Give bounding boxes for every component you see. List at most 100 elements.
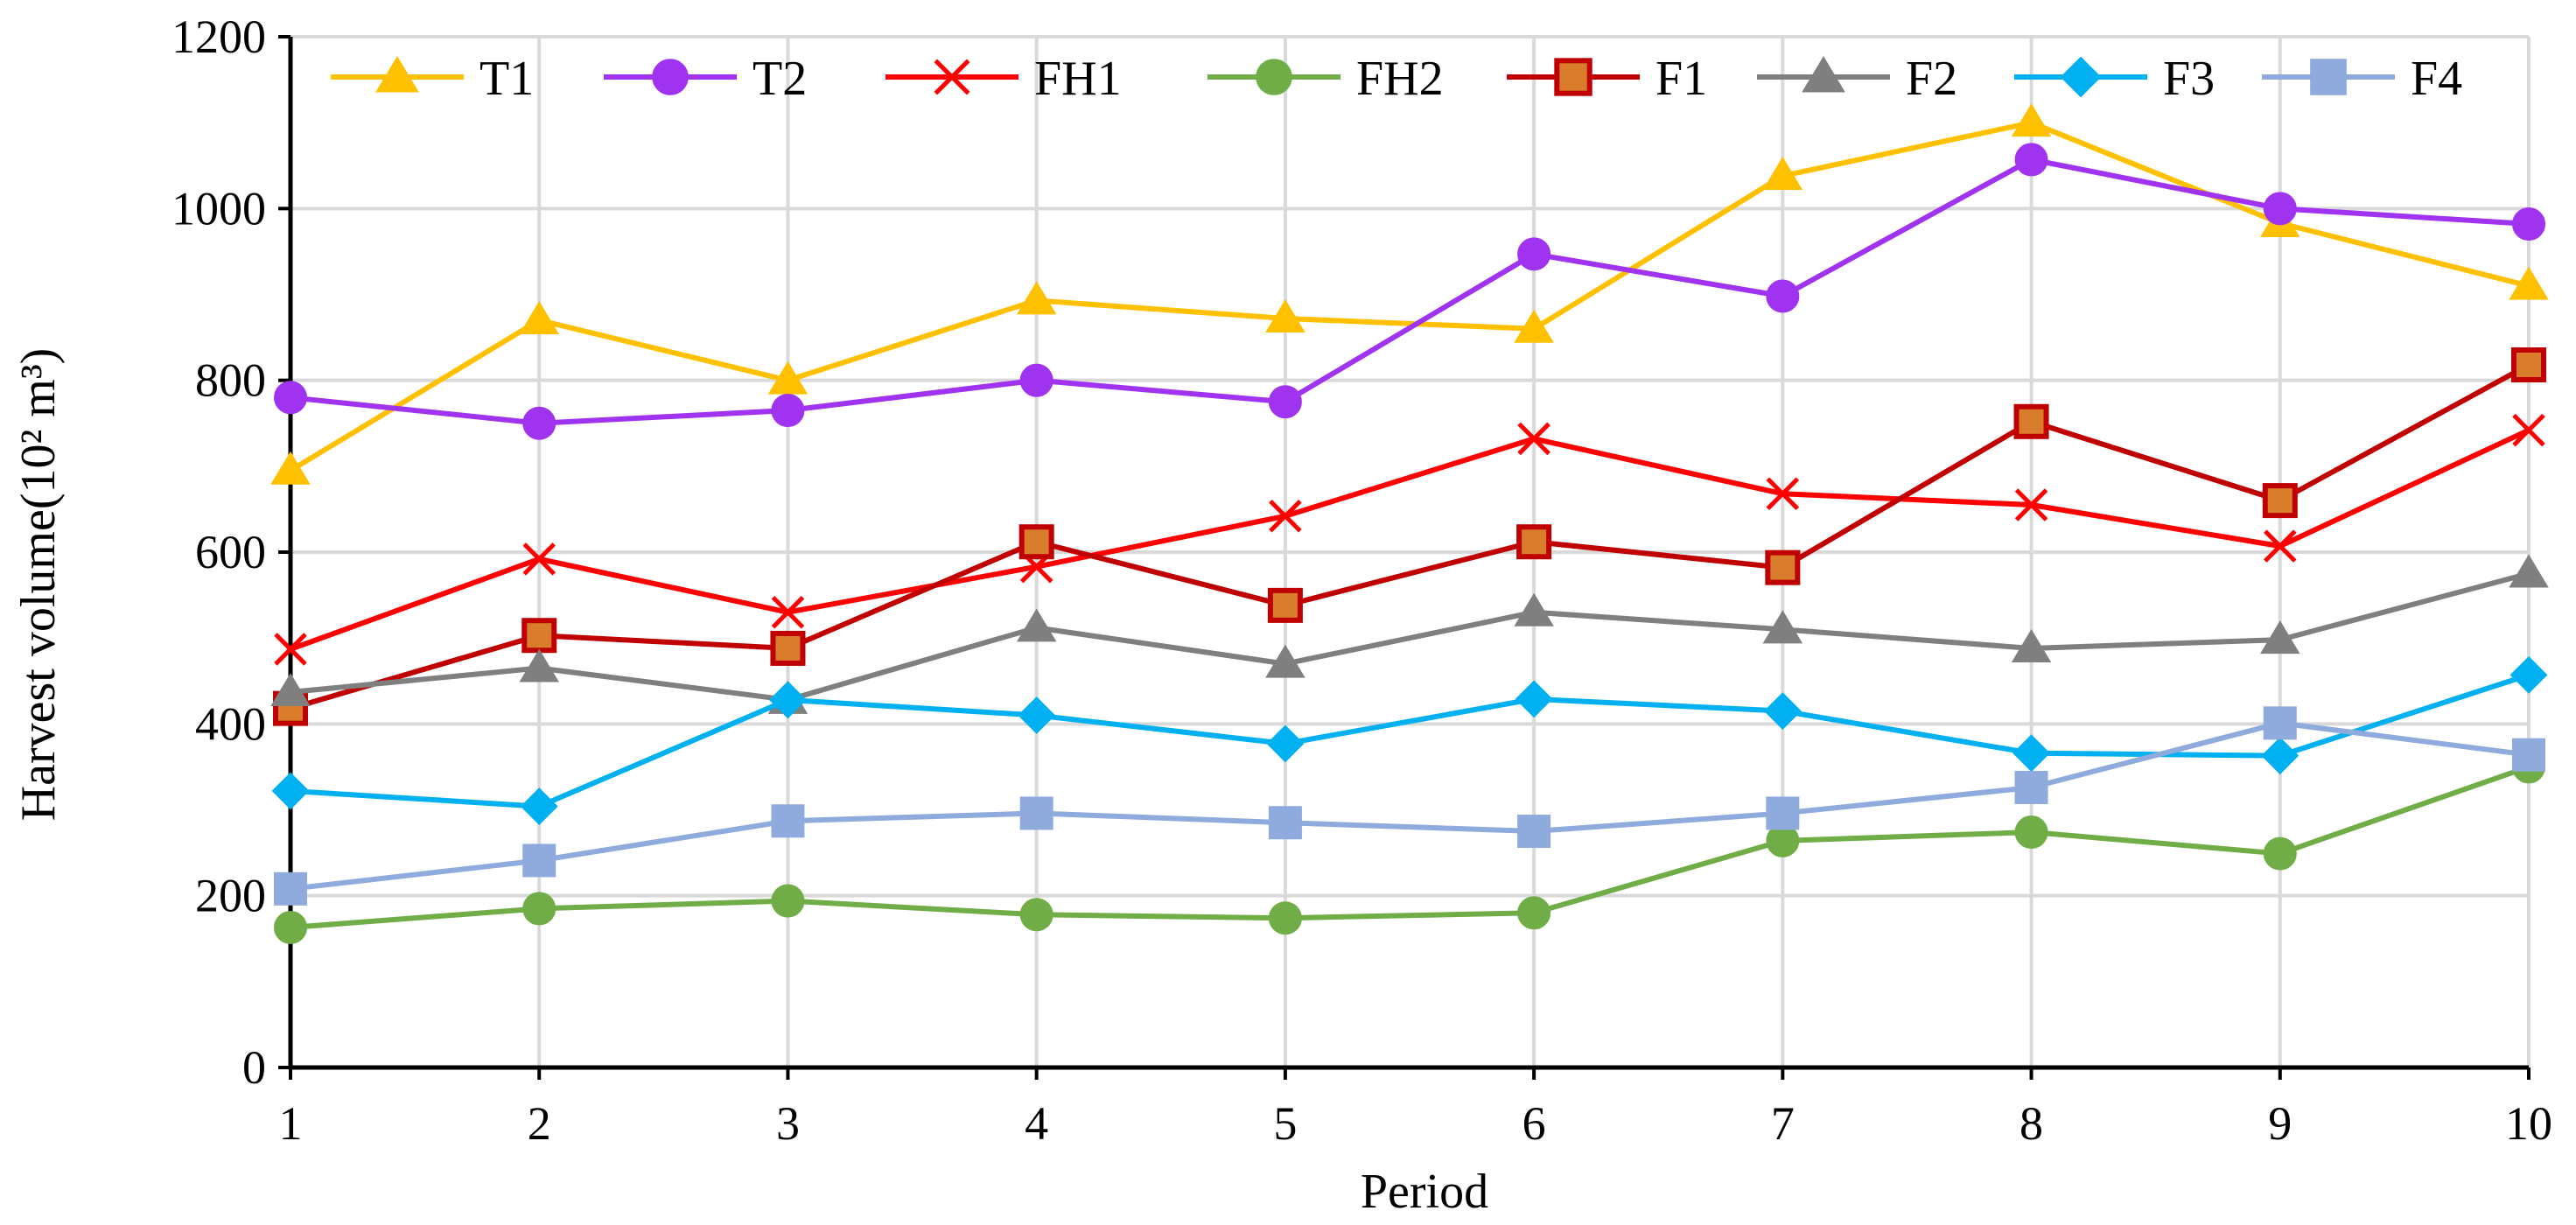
data-point-f4	[2263, 706, 2297, 740]
legend-label: FH2	[1356, 52, 1444, 106]
data-point-fh1	[1269, 500, 1302, 533]
data-point-t1	[767, 360, 808, 395]
data-point-t2	[771, 394, 805, 428]
data-point-f3	[2012, 734, 2050, 773]
x-tick-label: 2	[528, 1097, 551, 1150]
data-point-t2	[2263, 192, 2297, 226]
data-point-t2	[1019, 363, 1054, 397]
legend: T1 T2 FH1 FH2 F1 F2 F3 F4	[331, 52, 2462, 106]
data-point-t1	[1016, 281, 1057, 315]
data-point-f1	[1765, 550, 1801, 585]
data-point-f4	[1517, 815, 1551, 849]
data-point-f1	[770, 630, 806, 666]
data-point-f4	[771, 804, 805, 838]
data-point-f4	[1766, 796, 1800, 830]
series-t1	[270, 103, 2549, 485]
data-point-f3	[1018, 696, 1056, 734]
data-point-t2	[274, 381, 307, 415]
data-point-f1	[1267, 587, 1303, 623]
data-point-f2	[519, 648, 559, 682]
x-tick-label: 7	[1771, 1097, 1795, 1150]
y-tick-label: 1000	[172, 182, 266, 234]
data-point-f4	[522, 844, 556, 878]
series-f2	[270, 554, 2549, 714]
legend-label: T2	[752, 52, 807, 106]
data-point-f2	[1265, 644, 1306, 678]
legend-item-fh2: FH2	[1208, 52, 1444, 106]
series-f1	[273, 346, 2546, 726]
x-axis-label: Period	[1361, 1165, 1488, 1219]
series-fh2	[274, 750, 2545, 944]
data-point-fh1	[2014, 488, 2048, 522]
legend-label: F3	[2163, 52, 2215, 106]
data-point-fh2	[771, 884, 805, 918]
x-tick-label: 4	[1025, 1097, 1048, 1150]
legend-marker	[2310, 59, 2347, 95]
data-point-f3	[1515, 680, 1553, 718]
data-point-f2	[2011, 629, 2052, 662]
series-group	[270, 103, 2549, 944]
data-point-t1	[2011, 103, 2052, 137]
axes: 0 200 400 600 800 1000 1200 1 2 3 4 5 6 7 8 9 10	[172, 10, 2552, 1150]
series-line-f4	[290, 720, 2530, 892]
data-point-t2	[2014, 143, 2048, 177]
data-point-t1	[1514, 309, 1554, 343]
data-point-t1	[1265, 299, 1306, 332]
data-point-f1	[522, 618, 557, 654]
data-point-f3	[2261, 737, 2300, 775]
data-point-f4	[2014, 770, 2048, 804]
data-point-fh1	[522, 542, 556, 576]
data-point-f1	[2511, 346, 2546, 382]
data-point-t1	[2509, 266, 2549, 300]
data-point-f4	[2512, 738, 2545, 772]
data-point-fh2	[1268, 901, 1302, 935]
series-f4	[274, 706, 2545, 906]
data-point-f3	[1266, 724, 1305, 763]
data-point-f1	[2262, 483, 2298, 519]
data-point-t2	[2512, 207, 2545, 242]
y-tick-label: 200	[195, 870, 266, 922]
legend-item-t2: T2	[604, 52, 807, 106]
data-point-f2	[1016, 608, 1057, 642]
y-tick-label: 400	[195, 697, 266, 750]
data-point-fh2	[2014, 816, 2048, 850]
legend-item-fh1: FH1	[886, 52, 1122, 106]
series-line-t2	[290, 157, 2530, 426]
legend-marker	[652, 59, 689, 95]
data-point-f1	[1018, 524, 1054, 560]
x-tick-label: 9	[2268, 1097, 2292, 1150]
data-point-f1	[1516, 524, 1552, 560]
legend-item-f2: F2	[1757, 52, 1957, 106]
legend-item-t1: T1	[331, 52, 534, 106]
legend-label: F4	[2411, 52, 2462, 106]
data-point-fh2	[1517, 896, 1551, 930]
data-point-f2	[1514, 592, 1554, 626]
series-line-f2	[290, 570, 2530, 703]
y-axis-label: Harvest volume(10² m³)	[11, 348, 66, 822]
data-point-f4	[274, 872, 307, 906]
data-point-fh2	[1019, 898, 1054, 932]
data-point-fh1	[2512, 413, 2545, 447]
data-point-f3	[2510, 655, 2548, 694]
data-point-f3	[271, 772, 310, 810]
data-point-f4	[1019, 796, 1054, 830]
axis-labels: Period Harvest volume(10² m³)	[11, 348, 1488, 1219]
legend-label: FH1	[1034, 52, 1122, 106]
data-point-t1	[519, 301, 559, 334]
data-point-t1	[270, 451, 311, 485]
data-point-fh1	[274, 633, 307, 666]
data-point-fh2	[522, 892, 556, 926]
series-t2	[274, 143, 2545, 440]
y-tick-label: 600	[195, 526, 266, 578]
x-tick-label: 5	[1273, 1097, 1297, 1150]
data-point-fh1	[1517, 422, 1550, 456]
data-point-f2	[270, 673, 311, 707]
data-point-fh2	[2263, 836, 2297, 871]
series-line-fh2	[290, 764, 2530, 930]
legend-marker	[1802, 56, 1845, 93]
legend-marker	[934, 59, 970, 95]
data-point-t1	[1762, 157, 1803, 191]
legend-item-f3: F3	[2014, 52, 2215, 106]
series-line-f3	[290, 672, 2530, 809]
